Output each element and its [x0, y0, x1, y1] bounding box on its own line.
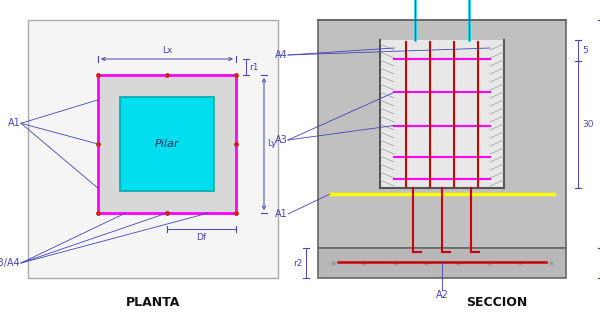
- Text: A2: A2: [436, 290, 448, 300]
- Bar: [318, 248, 566, 278]
- Text: SECCION: SECCION: [466, 296, 527, 309]
- Bar: [120, 97, 214, 191]
- Text: r1: r1: [249, 63, 259, 71]
- Text: PLANTA: PLANTA: [126, 296, 180, 309]
- Text: A3: A3: [275, 135, 288, 145]
- Text: r2: r2: [293, 259, 303, 267]
- Text: Pilar: Pilar: [155, 139, 179, 149]
- Text: Ly: Ly: [267, 139, 277, 148]
- Text: 30: 30: [582, 120, 593, 129]
- Bar: [98, 75, 236, 213]
- Text: 5: 5: [582, 46, 588, 55]
- Text: A4: A4: [275, 50, 288, 60]
- Bar: [28, 20, 278, 278]
- Bar: [318, 20, 566, 248]
- Text: Lx: Lx: [162, 46, 172, 55]
- Text: Df: Df: [196, 233, 206, 242]
- Bar: [380, 40, 504, 188]
- Text: A3/A4: A3/A4: [0, 258, 21, 268]
- Text: A1: A1: [275, 209, 288, 219]
- Text: A1: A1: [8, 118, 21, 128]
